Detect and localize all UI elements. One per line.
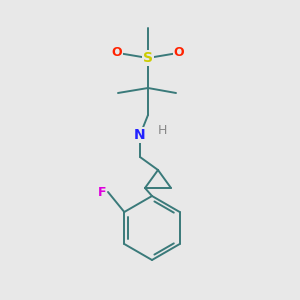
Text: N: N xyxy=(134,128,146,142)
Text: O: O xyxy=(174,46,184,59)
Text: O: O xyxy=(112,46,122,59)
Text: H: H xyxy=(157,124,167,136)
Text: F: F xyxy=(98,185,106,199)
Text: S: S xyxy=(143,51,153,65)
